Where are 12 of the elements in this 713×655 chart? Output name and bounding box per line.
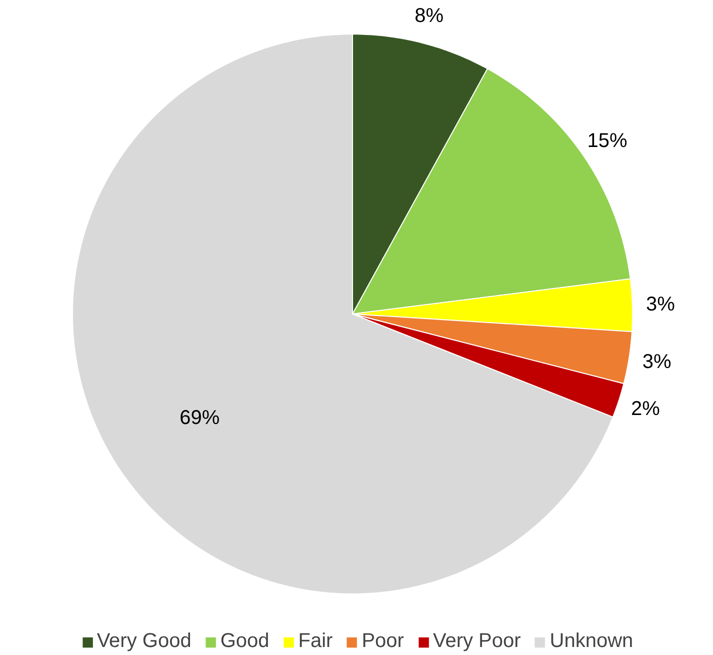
data-label: 3% [642,351,672,374]
data-label: 8% [414,4,444,27]
data-label: 15% [587,130,628,152]
legend-label: Very Poor [432,630,521,653]
legend-label: Fair [298,630,333,653]
legend-label: Very Good [96,630,192,653]
data-label: 69% [180,406,220,429]
data-label: 2% [631,398,660,420]
legend-label: Poor [362,630,404,653]
legend-label: Unknown [550,630,634,653]
data-label: 3% [646,293,676,316]
legend-label: Good [220,630,270,653]
